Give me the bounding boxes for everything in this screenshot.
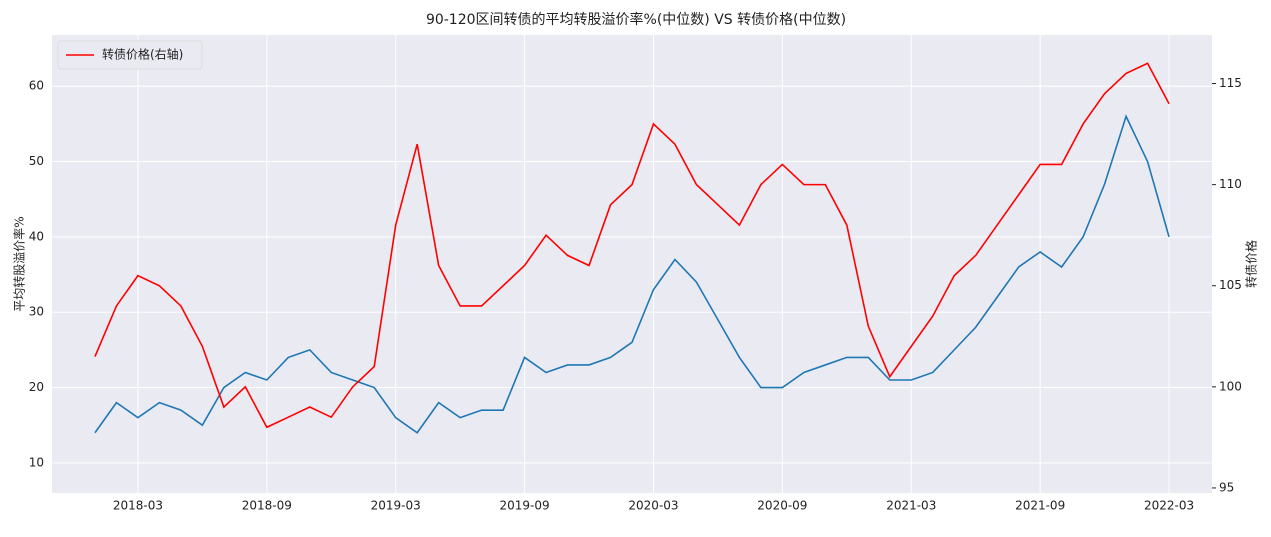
y2-tick-label: 105: [1219, 278, 1242, 292]
x-tick-label: 2021-03: [886, 499, 936, 513]
legend-box: [57, 40, 203, 70]
x-tick-label: 2020-09: [757, 499, 807, 513]
x-tick-label: 2020-03: [628, 499, 678, 513]
line-series: [94, 114, 1170, 434]
y-tick-label: 40: [29, 229, 44, 243]
y2-axis-label: 转债价格: [1244, 240, 1259, 288]
y-tick-label: 20: [29, 380, 44, 394]
y2-tick-label: 110: [1219, 177, 1242, 191]
y-tick-label: 30: [29, 305, 44, 319]
x-tick-label: 2018-03: [113, 499, 163, 513]
plot-area: [52, 35, 1212, 493]
legend-label: 转债价格(右轴): [102, 47, 183, 62]
y-tick-label: 50: [29, 154, 44, 168]
y2-tick-label: 100: [1219, 379, 1242, 393]
y-tick-label: 60: [29, 79, 44, 93]
x-tick-label: 2022-03: [1144, 499, 1194, 513]
x-tick-label: 2019-03: [371, 499, 421, 513]
y2-tick-label: 115: [1219, 76, 1242, 90]
x-tick-label: 2021-09: [1015, 499, 1065, 513]
chart-title: 90-120区间转债的平均转股溢价率%(中位数) VS 转债价格(中位数): [426, 11, 846, 28]
x-tick-label: 2018-09: [242, 499, 292, 513]
y-tick-label: 10: [29, 455, 44, 469]
y2-tick-label: 95: [1219, 480, 1234, 494]
y-axis-label: 平均转股溢价率%: [12, 216, 27, 311]
line-series: [94, 62, 1170, 429]
x-tick-label: 2019-09: [500, 499, 550, 513]
